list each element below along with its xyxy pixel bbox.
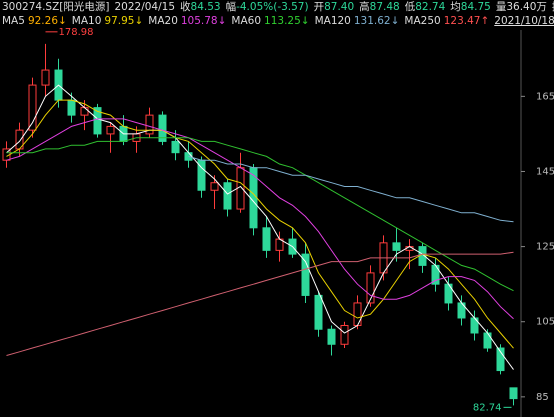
quote-date: 2022/04/15 [114,1,176,13]
y-tick-label: 145 [536,166,554,177]
field-label: 换 [552,1,554,13]
field-value: 82.74 [415,1,446,13]
candle-body [28,84,37,131]
candle-body [327,328,336,345]
candle-body [301,253,310,296]
candle-body [509,387,518,400]
candle-body [145,114,154,135]
candle-body [41,69,50,86]
candle-body [67,99,76,116]
legend-value: 97.95↓ [104,15,144,27]
candle-body [80,107,89,116]
candle-body [340,324,349,345]
ma-line [6,99,514,349]
legend-label: MA60 [231,15,262,27]
ma-legend: MA5 92.26↓ MA10 97.95↓ MA20 105.78↓ MA60 113.25… [2,14,554,28]
field-label: 幅 [225,1,237,13]
candle-body [366,272,375,304]
legend-value: 92.26↓ [27,15,67,27]
candle-body [314,294,323,330]
field-value: 84.75 [460,1,491,13]
candle-body [223,182,232,210]
y-tick-label: 85 [536,392,549,403]
field-label: 高 [359,1,370,13]
ma-line [6,118,514,320]
field-label: 量 [495,1,507,13]
legend-label: MA120 [314,15,351,27]
field-label: 收 [180,1,191,13]
candle-body [93,107,102,135]
legend-label: MA10 [71,15,102,27]
field-value: 84.53 [190,1,221,13]
candle-body [158,114,167,142]
field-value: -4.05%(-3.57) [236,1,309,13]
high-label: 178.98 [59,27,94,38]
legend-value: 123.47↑ [443,15,490,27]
ma-line [188,155,514,223]
legend-label: MA20 [148,15,178,27]
low-label: 82.74 [473,402,502,413]
ma-line [6,251,514,356]
legend-value: 105.78↓ [180,15,227,27]
candle-body [353,302,362,326]
field-label: 均 [450,1,461,13]
candle-body [106,125,115,135]
ma-line [6,137,514,292]
stock-code: 300274.SZ[阳光电源] [2,1,110,13]
field-value: 87.40 [324,1,355,13]
field-value: 36.40万 [506,1,547,13]
field-value: 87.48 [369,1,400,13]
ma-line [6,84,514,370]
y-tick-label: 105 [536,317,554,328]
field-label: 开 [313,1,325,13]
legend-label: MA5 [2,15,25,27]
candle-body [496,347,505,372]
candle-body [392,242,401,251]
legend-label: MA250 [404,15,441,27]
candle-body [171,140,180,154]
candle-body [262,227,271,251]
candle-body [483,332,492,349]
candle-body [210,182,219,191]
y-tick-label: 125 [536,242,554,253]
y-tick-label: 165 [536,91,554,102]
date-range: 2021/10/18-2022/04/15(122日) [494,15,554,27]
field-label: 低 [404,1,416,13]
legend-value: 113.25↓ [264,15,310,27]
legend-value: 131.62↓ [353,15,400,27]
quote-line: 300274.SZ[阳光电源] 2022/04/15 收84.53 幅-4.05%(-… [2,0,554,14]
